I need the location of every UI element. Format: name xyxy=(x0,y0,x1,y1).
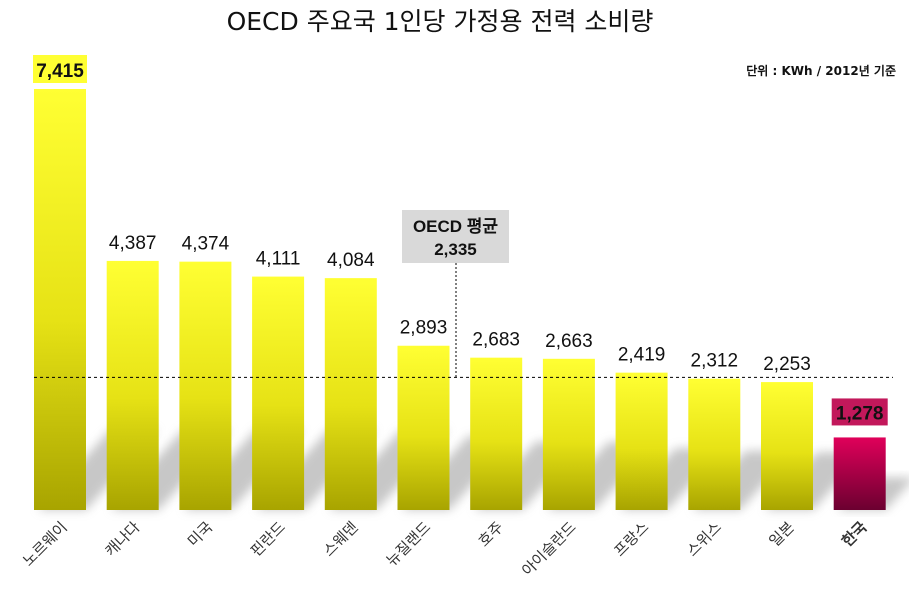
value-label: 2,893 xyxy=(400,318,448,339)
category-label: 아이슬란드 xyxy=(518,518,580,580)
category-label: 스위스 xyxy=(683,518,725,560)
average-label-box xyxy=(402,210,509,263)
value-label: 2,253 xyxy=(763,354,811,375)
category-label: 일본 xyxy=(766,518,798,550)
category-label: 핀란드 xyxy=(247,518,289,560)
category-label: 프랑스 xyxy=(610,518,652,560)
value-label-highlight xyxy=(33,55,87,83)
bar-뉴질랜드 xyxy=(397,345,450,510)
bar-캐나다 xyxy=(106,260,159,510)
bar-노르웨이 xyxy=(34,89,86,510)
value-label: 2,683 xyxy=(472,330,520,351)
value-label: 2,419 xyxy=(618,345,666,366)
value-label: 4,111 xyxy=(256,249,301,270)
bar-아이슬란드 xyxy=(542,358,595,510)
bar-스웨덴 xyxy=(324,278,377,510)
average-label: OECD 평균 xyxy=(413,217,498,236)
value-label: 4,084 xyxy=(327,250,375,271)
bar-한국 xyxy=(833,437,886,510)
category-labels: 노르웨이 캐나다 미국 핀란드 스웨덴 뉴질랜드 호주 아이슬란드 프랑스 스위스 일본 한국 xyxy=(19,518,871,580)
category-label: 뉴질랜드 xyxy=(383,518,435,570)
bar-스위스 xyxy=(688,378,741,510)
average-value: 2,335 xyxy=(434,240,477,259)
average-layer: OECD 평균 2,335 xyxy=(34,210,893,378)
bar-호주 xyxy=(470,357,523,510)
category-label: 한국 xyxy=(838,518,870,550)
value-label: 4,387 xyxy=(109,233,157,254)
chart-title: OECD 주요국 1인당 가정용 전력 소비량 xyxy=(227,7,654,36)
unit-note: 단위 : KWh / 2012년 기준 xyxy=(746,63,896,78)
bar-핀란드 xyxy=(252,276,305,510)
value-label: 2,663 xyxy=(545,331,593,352)
value-labels: 7,415 4,387 4,374 4,111 4,084 2,893 2,683 2,663… xyxy=(33,55,888,426)
value-label: 7,415 xyxy=(36,61,84,82)
category-label: 캐나다 xyxy=(102,518,144,560)
value-label: 2,312 xyxy=(691,351,739,372)
value-label: 4,374 xyxy=(182,234,230,255)
bars xyxy=(34,89,886,510)
category-label: 스웨덴 xyxy=(320,518,362,560)
category-label: 미국 xyxy=(184,518,216,550)
bar-미국 xyxy=(179,261,232,510)
value-label-highlight xyxy=(831,398,888,426)
value-label: 1,278 xyxy=(836,403,884,424)
bar-프랑스 xyxy=(615,372,668,510)
category-label: 노르웨이 xyxy=(19,518,71,570)
bar-일본 xyxy=(761,382,813,510)
category-label: 호주 xyxy=(475,518,507,550)
